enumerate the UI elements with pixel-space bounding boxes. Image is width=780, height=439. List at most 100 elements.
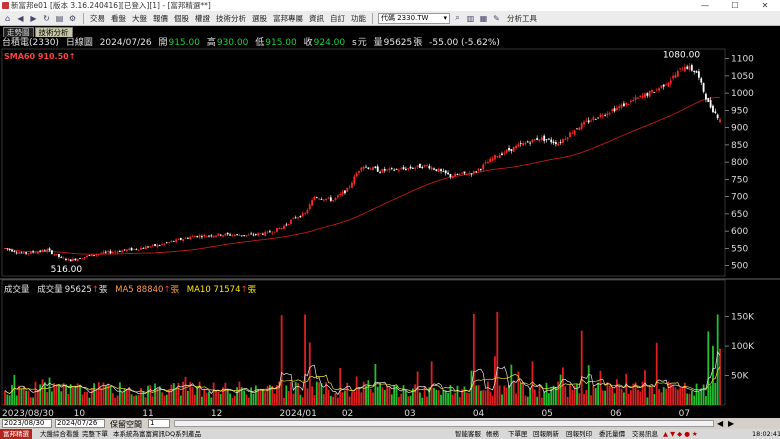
candle-body xyxy=(287,223,290,225)
volume-bar xyxy=(351,392,353,405)
maximize-button[interactable]: ☐ xyxy=(731,1,739,10)
candle-body xyxy=(470,173,473,175)
volume-bar xyxy=(367,380,370,405)
volume-bar xyxy=(519,383,522,405)
volume-bar xyxy=(79,385,81,405)
status-refresh[interactable]: 回報刷新 xyxy=(533,430,559,438)
analysis-tools-menu[interactable]: 分析工具 xyxy=(507,13,537,23)
sma60-arrow: ↑ xyxy=(68,52,76,61)
candle-body xyxy=(79,258,81,260)
volume-bar xyxy=(182,381,185,405)
candle-body xyxy=(175,239,178,242)
volume-bar xyxy=(325,382,328,405)
status-order-box[interactable]: 下單匣 xyxy=(508,430,528,438)
candle-body xyxy=(489,158,492,163)
price-volume-chart[interactable]: 1100 1050 1000 950 900 850 800 750 700 650 600 550 5… xyxy=(0,0,780,418)
volume-bar xyxy=(142,391,145,405)
volume-bar xyxy=(34,381,37,405)
candle-body xyxy=(238,235,241,236)
close-button[interactable]: ✕ xyxy=(761,1,769,10)
candle-body xyxy=(336,195,339,198)
print-icon[interactable]: ▤ xyxy=(55,13,64,23)
high-label: 高 xyxy=(206,38,216,48)
volume-bar xyxy=(695,383,698,405)
volume-bar xyxy=(700,388,703,405)
candle-body xyxy=(62,257,65,259)
candle-body xyxy=(196,235,199,238)
volume-bar xyxy=(175,388,178,405)
candle-body xyxy=(39,250,42,252)
candle-body xyxy=(72,258,74,262)
volume-bar xyxy=(440,394,442,405)
candle-body xyxy=(50,250,53,255)
volume-bar xyxy=(388,386,391,405)
scroll-right-icon[interactable]: ▶ xyxy=(728,419,735,428)
candle-body xyxy=(651,90,653,93)
status-item-order[interactable]: 完整下單 xyxy=(82,430,108,438)
volume-bar xyxy=(454,392,456,405)
candle-body xyxy=(604,114,607,116)
status-service[interactable]: 智能客服 xyxy=(455,430,481,438)
menu-quote[interactable]: 報價 xyxy=(153,13,168,23)
volume-bar xyxy=(280,315,283,405)
volume-bar xyxy=(39,384,42,405)
candle-body xyxy=(524,142,527,145)
back-icon[interactable]: ◀ xyxy=(17,13,24,23)
scroll-left-icon[interactable]: ◀ xyxy=(717,419,724,428)
candle-body xyxy=(325,198,328,200)
volume-bar xyxy=(517,371,520,405)
volume-bar xyxy=(552,385,555,405)
refresh-icon[interactable]: ↻ xyxy=(43,13,50,23)
candle-body xyxy=(698,71,700,78)
candle-body xyxy=(301,213,304,217)
forward-icon[interactable]: ▶ xyxy=(30,13,37,23)
menu-trade[interactable]: 交易 xyxy=(90,13,105,23)
candle-body xyxy=(430,167,433,170)
grid-icon[interactable]: ▦ xyxy=(479,13,488,23)
menu-fubon[interactable]: 富邦專屬 xyxy=(273,13,303,23)
candle-body xyxy=(515,145,517,149)
candle-body xyxy=(8,248,11,250)
date-tick-label: 03 xyxy=(404,409,415,418)
volume-bar xyxy=(693,395,696,405)
volume-bar xyxy=(205,392,208,405)
horizontal-scrollbar[interactable] xyxy=(174,420,714,427)
settings-icon[interactable]: ⚙ xyxy=(68,13,77,23)
status-print[interactable]: 回報列印 xyxy=(566,430,592,438)
start-button[interactable]: 富邦精選 xyxy=(0,429,32,439)
menu-watch[interactable]: 看盤 xyxy=(111,13,126,23)
minimize-button[interactable]: — xyxy=(701,1,709,10)
volume-bar xyxy=(327,389,330,405)
menu-market[interactable]: 大盤 xyxy=(132,13,147,23)
menu-custom[interactable]: 自訂 xyxy=(330,13,345,23)
menu-function[interactable]: 功能 xyxy=(351,13,366,23)
home-icon[interactable]: ⌂ xyxy=(4,13,11,23)
menu-stock[interactable]: 個股 xyxy=(174,13,189,23)
candle-body xyxy=(219,234,222,236)
search-icon[interactable]: ⌕ xyxy=(455,13,460,22)
close-label: 收 xyxy=(303,38,313,48)
candle-body xyxy=(315,197,318,199)
title-bar: 新富邦e01 [版本 3.16.240416][已登入][1] - [富邦精選*… xyxy=(0,0,780,11)
tab-trend[interactable]: 走勢圖 xyxy=(3,27,34,37)
volume-bar xyxy=(88,397,91,405)
status-messages[interactable]: 交易訊息 xyxy=(632,430,658,438)
chart-icon[interactable]: ▥ xyxy=(466,13,475,23)
volume-bar xyxy=(625,373,628,405)
status-volume[interactable]: 委託量價 xyxy=(599,430,625,438)
date-from-field[interactable]: 2023/08/30 xyxy=(2,419,52,428)
tab-technical[interactable]: 技術分析 xyxy=(34,27,73,37)
tools-icon[interactable]: ✎ xyxy=(493,13,500,23)
menu-screener[interactable]: 選股 xyxy=(252,13,267,23)
menu-technical[interactable]: 技術分析 xyxy=(216,13,246,23)
stock-code-input[interactable]: 代碼 2330.TW xyxy=(378,12,450,24)
candle-body xyxy=(25,252,27,254)
status-account[interactable]: 帳務 xyxy=(486,430,499,438)
change-value: -55.00 (-5.62%) xyxy=(429,38,500,48)
menu-warrant[interactable]: 權證 xyxy=(195,13,210,23)
menu-info[interactable]: 資訊 xyxy=(309,13,324,23)
candle-body xyxy=(313,196,316,201)
status-item-market[interactable]: 大盤綜合看盤 xyxy=(40,430,79,438)
zoom-field[interactable]: 1 xyxy=(148,419,170,428)
date-to-field[interactable]: 2024/07/26 xyxy=(55,419,105,428)
